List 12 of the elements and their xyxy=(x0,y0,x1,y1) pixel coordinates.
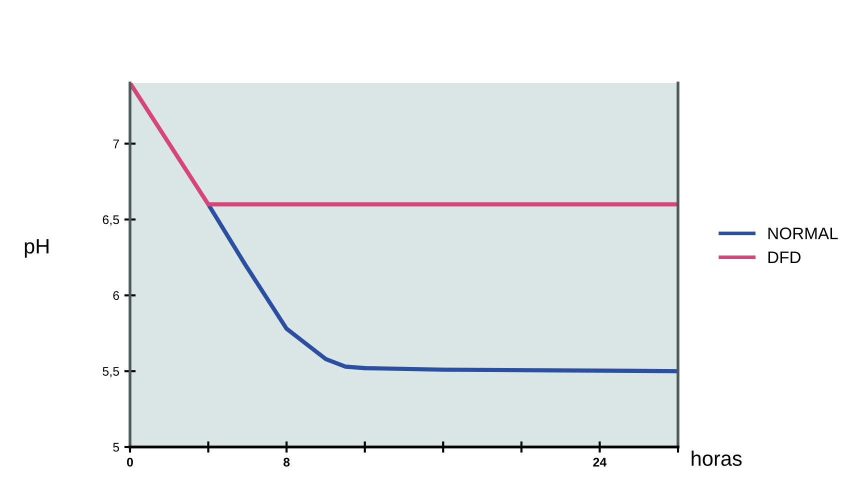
y-tick-label: 5,5 xyxy=(102,367,120,378)
legend-label: DFD xyxy=(768,252,801,264)
x-tick-label: 24 xyxy=(593,458,607,466)
y-axis-title: pH xyxy=(24,239,48,258)
legend-label: NORMAL xyxy=(768,228,838,240)
x-tick-label: 0 xyxy=(127,458,133,467)
y-tick-label: 5 xyxy=(113,442,120,452)
x-axis-title: horas xyxy=(692,450,742,466)
y-tick-label: 7 xyxy=(113,140,119,148)
y-tick-label: 6,5 xyxy=(102,215,120,226)
y-tick-label: 6 xyxy=(113,291,120,300)
x-tick-label: 8 xyxy=(283,458,290,467)
